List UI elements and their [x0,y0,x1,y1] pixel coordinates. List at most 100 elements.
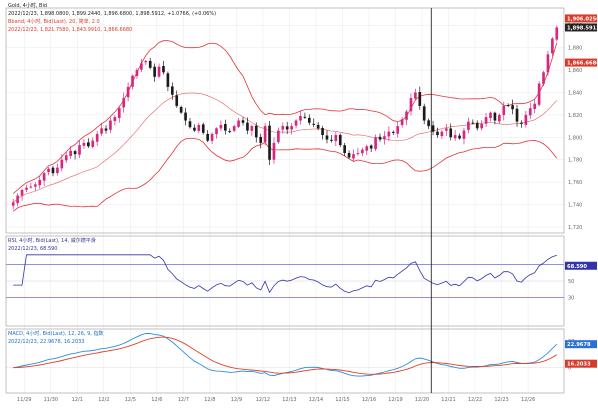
candle-6 [38,176,42,189]
candle-body-66 [303,116,307,118]
panel-frame-0 [5,7,565,234]
candle-body-111 [502,105,506,116]
candle-58 [268,120,271,165]
candle-105 [475,120,479,131]
candle-body-34 [162,66,165,73]
candle-body-86 [391,131,395,133]
candle-100 [453,129,457,141]
candle-30 [144,59,148,66]
candle-body-10 [56,167,59,174]
candle-43 [201,122,205,135]
candle-body-20 [100,128,103,134]
candle-body-21 [104,128,108,131]
candle-88 [400,117,404,128]
candle-60 [277,127,280,144]
candle-body-94 [427,120,430,127]
price-tag-upper: 1,906.0250 [565,14,598,23]
candle-body-115 [520,122,523,124]
candle-0 [11,199,15,210]
signal-line [13,336,558,375]
candle-body-90 [409,98,413,112]
rsi-tag: 68.590 [565,261,597,270]
candle-8 [47,167,50,176]
candle-123 [555,25,559,42]
candle-body-4 [29,186,33,188]
candle-body-101 [458,135,461,139]
candle-106 [480,120,483,131]
candle-body-31 [148,60,152,68]
candle-69 [316,122,320,131]
bollinger-bands [12,40,558,212]
candle-body-107 [484,117,488,124]
candle-body-6 [38,179,42,186]
x-tick-7: 12/8 [204,397,215,403]
rsi-info-values: 2022/12/23, 68.590 [8,246,58,252]
candle-body-29 [140,63,143,70]
candle-body-62 [285,126,289,130]
candle-86 [391,130,395,135]
candle-79 [361,147,364,157]
price-tag-last-box [565,23,597,32]
candle-76 [347,150,351,159]
candle-104 [471,119,475,125]
candle-body-118 [533,103,537,109]
candle-103 [467,117,470,134]
candle-17 [87,138,90,149]
candle-body-49 [228,131,232,133]
candle-body-12 [64,155,68,161]
candle-body-19 [95,133,99,142]
candle-body-71 [325,135,329,140]
candle-61 [281,122,285,134]
x-tick-4: 12/5 [125,397,136,403]
candle-body-100 [453,135,457,139]
candle-body-92 [418,92,422,106]
candle-65 [299,110,302,125]
candle-body-46 [215,128,218,135]
main-info-ohlc: 2022/12/23, 1,898.0800, 1,899.2440, 1,89… [8,11,217,17]
rsi-series [6,254,564,298]
candle-11 [60,154,64,172]
candle-body-91 [414,92,417,99]
candle-51 [237,118,240,129]
candle-113 [511,99,514,115]
y-tick-main-4: 1,820 [568,113,582,119]
candle-body-102 [462,130,466,139]
candle-body-7 [42,173,46,181]
candle-110 [498,113,501,124]
candle-13 [69,146,72,159]
candle-body-83 [378,136,382,140]
candle-body-54 [250,126,254,131]
y-tick-main-3: 1,840 [568,90,582,96]
candle-body-80 [365,146,369,151]
candle-101 [458,133,461,140]
candle-84 [383,131,386,145]
bollinger-upper-line [12,40,558,194]
candle-body-53 [246,122,249,131]
macd-tag-label: 22.9678 [567,342,591,348]
price-tag-middle-box [565,58,597,67]
candle-body-30 [144,61,148,63]
candle-67 [307,114,311,126]
candle-48 [224,119,227,135]
candle-27 [131,74,134,90]
candle-109 [493,111,497,125]
candle-1 [16,193,19,207]
candle-45 [210,132,214,145]
candle-78 [356,147,360,156]
candle-body-33 [157,66,161,77]
candle-body-1 [16,195,19,204]
candle-75 [343,142,346,156]
candle-body-41 [193,127,196,131]
candle-body-120 [542,72,545,84]
candle-111 [502,101,506,121]
candle-body-37 [175,95,179,106]
candle-5 [33,182,37,191]
candle-body-96 [436,131,439,136]
main-info-title: Gold, 4小时, Bid [8,3,48,9]
macd-info-values: 2022/12/23, 22.9678, 16.2033 [8,339,85,345]
panel-frame-2 [5,328,565,394]
candle-body-39 [184,112,187,121]
candle-body-0 [11,202,15,206]
rsi-tag-label: 68.590 [567,264,587,270]
